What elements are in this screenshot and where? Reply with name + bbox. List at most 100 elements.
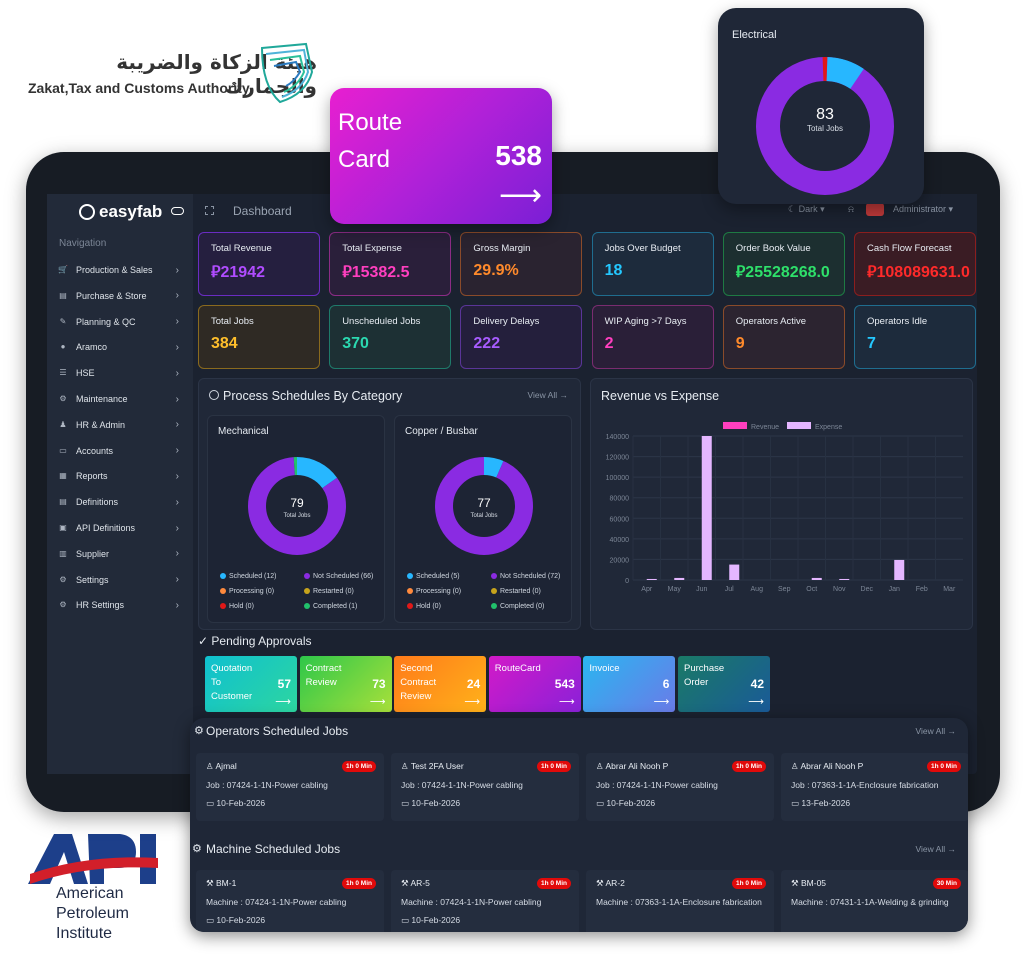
assignee-name: BM-1 [215, 878, 237, 888]
sidebar-item-label: Reports [76, 471, 108, 482]
legend-label: Completed (1) [313, 603, 358, 610]
sidebar-item[interactable]: ▥ Supplier › [57, 544, 185, 564]
approval-count: 24 [466, 677, 481, 691]
operators-view-all-link[interactable]: View All → [915, 726, 956, 736]
sidebar-item[interactable]: ▤ Definitions › [57, 492, 185, 512]
sidebar-item[interactable]: 🛒 Production & Sales › [57, 260, 185, 280]
kpi-card[interactable]: Total Jobs 384 [198, 305, 320, 369]
legend-item[interactable]: Completed (1) [304, 603, 357, 610]
sidebar-item[interactable]: ▦ Reports › [57, 466, 185, 486]
kpi-card[interactable]: Order Book Value ⃁25528268.0 [722, 232, 845, 296]
machine-job-card[interactable]: ⚒ BM-1 1h 0 Min Machine : 07424-1-1N-Power… [196, 870, 384, 932]
sidebar-item[interactable]: ▣ API Definitions › [57, 518, 185, 538]
approval-tile[interactable]: Invoice 6 ⟶ [583, 656, 676, 712]
legend-item[interactable]: Scheduled (12) [220, 573, 276, 580]
kpi-card[interactable]: Cash Flow Forecast ⃁108089631.0 [854, 232, 976, 296]
category-donut: 77 Total Jobs [435, 457, 533, 555]
bar-expense[interactable] [839, 578, 850, 580]
legend-item[interactable]: Hold (0) [407, 603, 441, 610]
theme-label: Dark [798, 204, 818, 214]
sidebar-toggle-icon[interactable] [171, 207, 184, 215]
machine-job-card[interactable]: ⚒ BM-05 30 Min Machine : 07431-1-1A-Weldin… [781, 870, 968, 932]
job-date: ▭ 10-Feb-2026 [596, 798, 655, 809]
machine-job-card[interactable]: ⚒ AR-5 1h 0 Min Machine : 07424-1-1N-Power… [391, 870, 579, 932]
route-card-widget[interactable]: Route Card 538 ⟶ [330, 88, 552, 224]
operator-job-card[interactable]: ♙ Abrar Ali Nooh P 1h 0 Min Job : 07363-1-… [781, 753, 968, 821]
theme-toggle[interactable]: ☾ Dark ▾ [788, 204, 825, 214]
legend-item[interactable]: Restarted (0) [491, 588, 541, 595]
pending-approvals-title: Pending Approvals [211, 634, 312, 648]
operator-job-card[interactable]: ♙ Abrar Ali Nooh P 1h 0 Min Job : 07424-1-… [586, 753, 774, 821]
approval-tile[interactable]: Second Contract Review 24 ⟶ [394, 656, 487, 712]
legend-item[interactable]: Processing (0) [407, 588, 461, 595]
legend-item[interactable]: Not Scheduled (66) [304, 573, 373, 580]
sidebar-item[interactable]: ☰ HSE › [57, 363, 185, 383]
sidebar-item[interactable]: ⚙ Maintenance › [57, 389, 185, 409]
operator-job-card[interactable]: ♙ Ajmal 1h 0 Min Job : 07424-1-1N-Power ca… [196, 753, 384, 821]
bell-icon[interactable]: ⍾ [848, 204, 854, 214]
legend-label: Processing (0) [229, 588, 275, 595]
approval-tile[interactable]: RouteCard 543 ⟶ [488, 656, 581, 712]
process-view-all-link[interactable]: View All → [527, 390, 568, 400]
sidebar-item[interactable]: ♟ HR & Admin › [57, 415, 185, 435]
kpi-card[interactable]: Total Expense ⃁15382.5 [329, 232, 452, 296]
machines-view-all-link[interactable]: View All → [915, 844, 956, 854]
y-tick-label: 80000 [610, 496, 630, 503]
legend-item[interactable]: Processing (0) [220, 588, 274, 595]
sidebar-item-label: Planning & QC [76, 316, 136, 327]
sidebar-item[interactable]: ✎ Planning & QC › [57, 312, 185, 332]
kpi-card[interactable]: Operators Active 9 [722, 305, 845, 369]
bar-expense[interactable] [646, 578, 657, 580]
wallet-icon: ▭ [59, 445, 67, 455]
sidebar-item[interactable]: ▭ Accounts › [57, 441, 185, 461]
fullscreen-icon[interactable] [205, 206, 214, 215]
legend-item[interactable]: Not Scheduled (72) [491, 573, 560, 580]
sidebar-item-label: HR Settings [76, 600, 125, 611]
approval-tile[interactable]: Purchase Order 42 ⟶ [678, 656, 770, 712]
legend-label: Completed (0) [500, 603, 545, 610]
sidebar-item[interactable]: ⚙ HR Settings › [57, 595, 185, 615]
api-line1: American [56, 885, 124, 902]
chevron-right-icon: › [175, 316, 179, 328]
sidebar-item-label: Settings [76, 574, 109, 585]
operator-job-card[interactable]: ♙ Test 2FA User 1h 0 Min Job : 07424-1-1N-… [391, 753, 579, 821]
x-tick-label: Jan [889, 586, 900, 593]
approval-tile[interactable]: Contract Review 73 ⟶ [299, 656, 392, 712]
bar-expense[interactable] [811, 577, 822, 580]
kpi-label: Total Expense [342, 243, 402, 254]
assignee-name: BM-05 [800, 878, 827, 888]
kpi-card[interactable]: WIP Aging >7 Days 2 [591, 305, 714, 369]
sidebar-item[interactable]: ⚙ Settings › [57, 570, 185, 590]
sidebar-item-label: HSE [76, 368, 95, 379]
kpi-label: Operators Idle [867, 316, 928, 327]
kpi-card[interactable]: Unscheduled Jobs 370 [329, 305, 452, 369]
approval-tile[interactable]: Quotation To Customer 57 ⟶ [205, 656, 297, 712]
y-tick-label: 0 [625, 578, 629, 585]
sidebar: easyfab Navigation 🛒 Production & Sales › ▤… [47, 194, 193, 774]
legend-dot [304, 588, 310, 595]
approval-label-line: Review [305, 677, 337, 688]
avatar[interactable] [866, 203, 884, 216]
bar-expense[interactable] [729, 564, 740, 580]
kpi-card[interactable]: Delivery Delays 222 [460, 305, 583, 369]
legend-item[interactable]: Hold (0) [220, 603, 254, 610]
user-menu[interactable]: Administrator ▾ [893, 204, 954, 214]
kpi-label: Unscheduled Jobs [342, 316, 421, 327]
legend-item[interactable]: Scheduled (5) [407, 573, 460, 580]
legend-item[interactable]: Restarted (0) [304, 588, 354, 595]
legend-item[interactable]: Completed (0) [491, 603, 544, 610]
kpi-card[interactable]: Total Revenue ⃁21942 [198, 232, 320, 296]
bar-expense[interactable] [674, 577, 685, 580]
bar-expense[interactable] [894, 559, 905, 580]
kpi-card[interactable]: Gross Margin 29.9% [460, 232, 583, 296]
sidebar-item[interactable]: ● Aramco › [57, 337, 185, 357]
machine-job-card[interactable]: ⚒ AR-2 1h 0 Min Machine : 07363-1-1A-Enclo… [586, 870, 774, 932]
bar-expense[interactable] [701, 436, 712, 580]
kpi-card[interactable]: Operators Idle 7 [854, 305, 976, 369]
legend-dot [491, 588, 497, 595]
sidebar-item-label: Aramco [76, 342, 108, 353]
kpi-card[interactable]: Jobs Over Budget 18 [591, 232, 714, 296]
sidebar-item[interactable]: ▤ Purchase & Store › [57, 286, 185, 306]
kpi-value: ⃁25528268.0 [735, 264, 830, 281]
y-tick-label: 140000 [606, 434, 629, 441]
